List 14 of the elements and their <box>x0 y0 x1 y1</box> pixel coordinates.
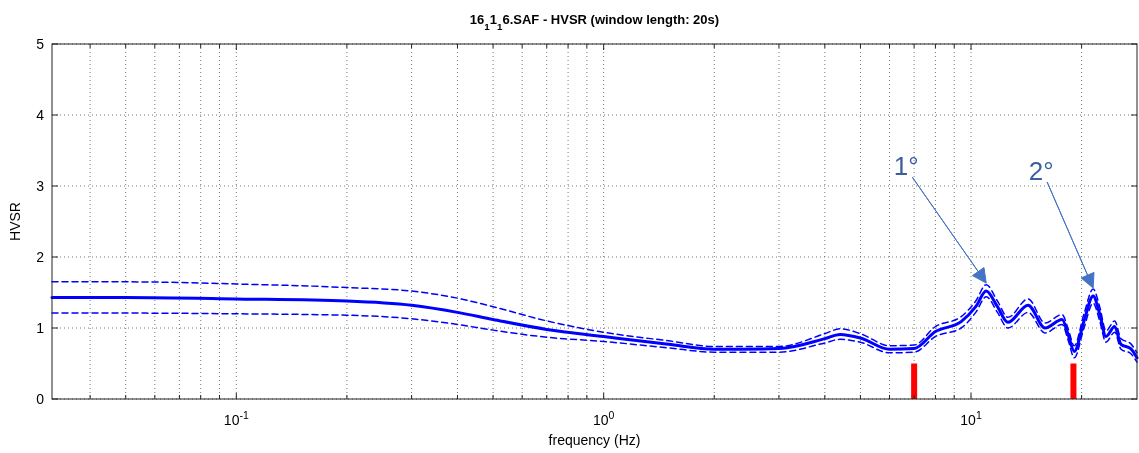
y-axis-title: HVSR <box>7 202 23 241</box>
y-tick-label: 4 <box>36 106 45 123</box>
y-tick-label: 1 <box>36 319 45 336</box>
y-tick-label: 2 <box>36 248 45 265</box>
annotation: 1° <box>893 151 919 182</box>
x-axis-title: frequency (Hz) <box>548 432 641 448</box>
y-tick-label: 3 <box>36 177 45 194</box>
x-tick-label: 10$^{-1}$ <box>223 409 249 428</box>
annotation: 2° <box>1028 156 1054 187</box>
y-tick-label: 5 <box>36 35 45 52</box>
x-tick-label: 10$^{1}$ <box>960 409 982 428</box>
x-tick-label: 10$^{0}$ <box>592 409 615 428</box>
y-tick-label: 0 <box>36 390 45 407</box>
chart-title: 16$_{1}$1$_{1}$6.SAF - HVSR (window length: 20s) <box>469 12 720 32</box>
